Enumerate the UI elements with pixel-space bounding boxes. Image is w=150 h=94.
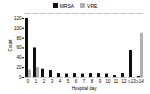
svg-text:5: 5 — [67, 79, 70, 84]
svg-text:100: 100 — [14, 26, 22, 31]
svg-text:80: 80 — [16, 36, 22, 41]
svg-text:7: 7 — [83, 79, 86, 84]
svg-text:Count: Count — [8, 39, 13, 52]
svg-text:4: 4 — [59, 79, 62, 84]
svg-text:6: 6 — [75, 79, 78, 84]
svg-text:40: 40 — [16, 55, 22, 60]
svg-text:11: 11 — [114, 79, 119, 84]
svg-text:12: 12 — [121, 79, 127, 84]
svg-text:3: 3 — [51, 79, 54, 84]
svg-text:10: 10 — [105, 79, 111, 84]
html-text:MRSA: MRSA — [59, 2, 75, 9]
svg-text:120: 120 — [14, 16, 22, 21]
svg-text:≥14: ≥14 — [136, 79, 144, 84]
svg-text:8: 8 — [91, 79, 94, 84]
svg-text:60: 60 — [16, 45, 22, 50]
svg-text:9: 9 — [99, 79, 102, 84]
svg-text:Hospital day: Hospital day — [72, 86, 98, 91]
svg-text:0: 0 — [19, 75, 22, 80]
svg-text:20: 20 — [16, 65, 22, 70]
svg-text:2: 2 — [43, 79, 46, 84]
svg-text:1: 1 — [35, 79, 38, 84]
html-text:VRE: VRE — [87, 2, 98, 9]
svg-text:≥13: ≥13 — [128, 79, 136, 84]
svg-text:0: 0 — [27, 79, 30, 84]
